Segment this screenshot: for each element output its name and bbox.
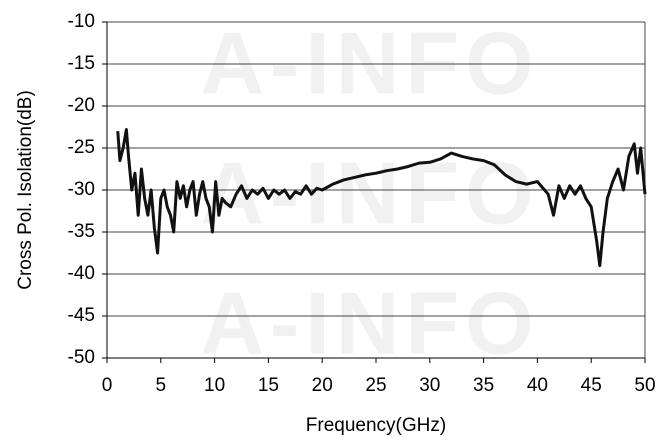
data-line bbox=[116, 128, 647, 268]
y-tick-label: -15 bbox=[68, 53, 95, 74]
x-tick-label: 10 bbox=[204, 375, 225, 396]
watermark: A-INFO bbox=[200, 13, 539, 112]
x-tick-label: 5 bbox=[156, 375, 167, 396]
x-tick-label: 0 bbox=[102, 375, 113, 396]
x-tick-label: 40 bbox=[527, 375, 548, 396]
y-tick-label: -30 bbox=[68, 179, 95, 200]
x-tick-label: 50 bbox=[634, 375, 655, 396]
y-tick-label: -40 bbox=[68, 263, 95, 284]
x-tick-label: 35 bbox=[473, 375, 494, 396]
y-axis-label: Cross Pol. Isolation(dB) bbox=[15, 90, 36, 290]
y-tick-label: -20 bbox=[68, 95, 95, 116]
x-tick-label: 45 bbox=[581, 375, 602, 396]
watermark: A-INFO bbox=[200, 273, 539, 372]
x-tick-label: 30 bbox=[419, 375, 440, 396]
y-tick-label: -35 bbox=[68, 221, 95, 242]
x-axis-label: Frequency(GHz) bbox=[306, 415, 446, 436]
y-tick-label: -25 bbox=[68, 137, 95, 158]
x-tick-label: 20 bbox=[312, 375, 333, 396]
y-tick-label: -45 bbox=[68, 305, 95, 326]
x-tick-label: 15 bbox=[258, 375, 279, 396]
y-tick-label: -50 bbox=[68, 347, 95, 368]
x-tick-label: 25 bbox=[365, 375, 386, 396]
y-tick-label: -10 bbox=[68, 11, 95, 32]
